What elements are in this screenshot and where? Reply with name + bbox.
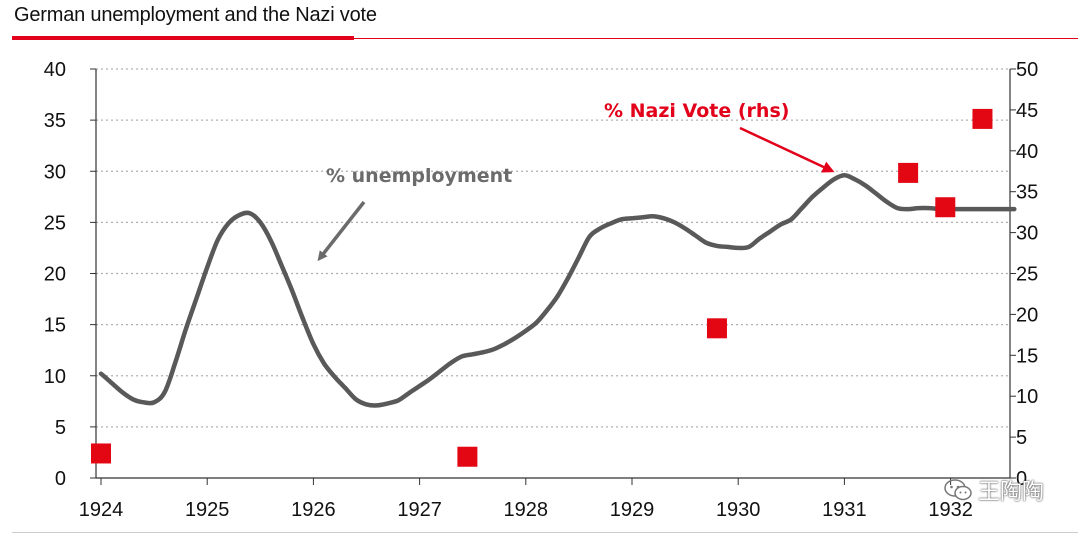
x-tick-label: 1931 <box>822 499 867 521</box>
annotation-nazi-vote: % Nazi Vote (rhs) <box>604 100 789 122</box>
right-tick-label: 35 <box>1016 182 1038 204</box>
right-tick-label: 40 <box>1016 141 1038 163</box>
right-tick-label: 50 <box>1016 59 1038 81</box>
left-tick-label: 10 <box>44 366 66 388</box>
x-tick-label: 1927 <box>397 499 442 521</box>
x-axis-ticks: 1924 1925 1926 1927 1928 1929 1930 1931 1932 <box>79 478 973 521</box>
right-tick-label: 0 <box>1016 468 1027 490</box>
x-tick-label: 1929 <box>610 499 655 521</box>
nazi-vote-marker <box>706 318 727 339</box>
x-tick-label: 1930 <box>716 499 761 521</box>
left-tick-label: 15 <box>44 315 66 337</box>
unemployment-line <box>98 173 1017 408</box>
left-tick-label: 5 <box>55 417 66 439</box>
right-tick-label: 15 <box>1016 345 1038 367</box>
unemployment-series <box>98 173 1017 408</box>
left-tick-label: 20 <box>44 264 66 286</box>
nazi-vote-marker <box>457 446 478 467</box>
nazi-vote-series <box>91 108 993 467</box>
title-rule <box>12 38 1078 39</box>
x-tick-label: 1926 <box>291 499 336 521</box>
x-tick-label: 1925 <box>185 499 230 521</box>
wechat-icon <box>944 479 972 501</box>
right-tick-label: 30 <box>1016 223 1038 245</box>
x-tick-label: 1924 <box>79 499 124 521</box>
right-tick-label: 5 <box>1016 427 1027 449</box>
x-tick-label: 1932 <box>928 499 973 521</box>
left-axis-ticks: 0 5 10 15 20 25 30 35 40 <box>44 59 96 490</box>
left-tick-label: 0 <box>55 468 66 490</box>
right-tick-label: 10 <box>1016 386 1038 408</box>
nazi-vote-marker <box>972 108 993 129</box>
gridlines <box>96 68 1010 428</box>
right-tick-label: 25 <box>1016 264 1038 286</box>
left-tick-label: 25 <box>44 212 66 234</box>
nazi-vote-marker <box>91 443 111 464</box>
annotation-nazi-vote-arrow <box>739 126 835 173</box>
left-tick-label: 30 <box>44 161 66 183</box>
annotation-unemployment-arrow <box>317 200 366 262</box>
left-tick-label: 40 <box>44 59 66 81</box>
x-tick-label: 1928 <box>504 499 549 521</box>
watermark: 王陶陶 <box>944 474 1044 506</box>
nazi-vote-marker <box>935 197 956 218</box>
bottom-rule <box>12 532 1078 533</box>
chart-title: German unemployment and the Nazi vote <box>14 4 377 26</box>
right-tick-label: 20 <box>1016 304 1038 326</box>
nazi-vote-marker <box>898 162 919 183</box>
annotation-unemployment: % unemployment <box>326 165 512 187</box>
right-tick-label: 45 <box>1016 100 1038 122</box>
left-tick-label: 35 <box>44 110 66 132</box>
right-axis-ticks: 0 5 10 15 20 25 30 35 40 45 50 <box>1010 59 1038 490</box>
watermark-text: 王陶陶 <box>977 480 1044 505</box>
